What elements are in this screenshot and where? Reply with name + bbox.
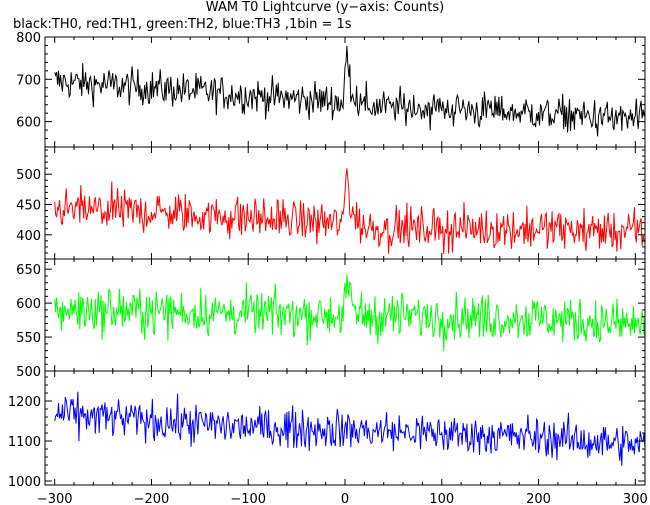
y-tick-label: 800 [16, 31, 41, 46]
x-tick-label: 0 [341, 492, 349, 505]
x-tick-label: 100 [429, 492, 454, 505]
y-tick-label: 500 [16, 365, 41, 380]
series-line-th3 [54, 391, 645, 466]
panel-frame [44, 146, 646, 260]
series-line-th1 [54, 168, 645, 255]
y-tick-label: 600 [16, 116, 41, 131]
x-tick-label: −100 [230, 492, 266, 505]
y-tick-label: 600 [16, 297, 41, 312]
y-tick-label: 1200 [8, 395, 41, 410]
y-tick-label: 400 [16, 229, 41, 244]
series-line-th0 [54, 45, 645, 137]
y-tick-label: 700 [16, 73, 41, 88]
y-tick-label: 550 [16, 331, 41, 346]
panel-frame [44, 36, 646, 148]
y-tick-label: 500 [16, 168, 41, 183]
x-tick-label: 300 [623, 492, 648, 505]
x-tick-label: −300 [37, 492, 73, 505]
chart-subtitle: black:TH0, red:TH1, green:TH2, blue:TH3 … [13, 17, 352, 32]
x-tick-label: −200 [134, 492, 170, 505]
series-line-th2 [54, 274, 645, 352]
x-tick-label: 200 [526, 492, 551, 505]
chart-title: WAM T0 Lightcurve (y−axis: Counts) [205, 0, 445, 15]
y-tick-label: 450 [16, 199, 41, 214]
y-tick-label: 650 [16, 263, 41, 278]
y-tick-label: 1100 [8, 435, 41, 450]
y-tick-label: 1000 [8, 475, 41, 490]
